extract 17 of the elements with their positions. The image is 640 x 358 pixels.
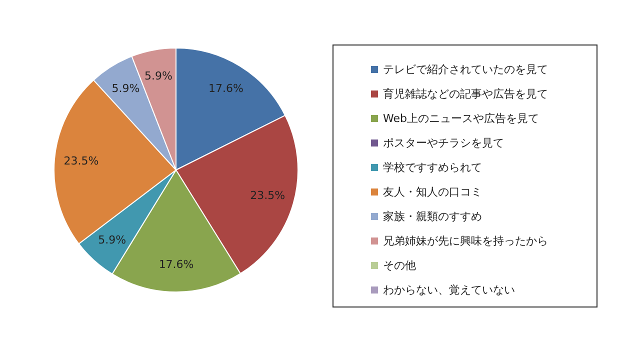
legend-label: テレビで紹介されていたのを見て (383, 63, 548, 76)
legend-label: 学校ですすめられて (383, 161, 482, 174)
data-label: 5.9% (98, 234, 126, 247)
data-label: 5.9% (144, 69, 172, 82)
legend-label: 友人・知人の口コミ (383, 186, 482, 199)
legend-label: ポスターやチラシを見て (383, 136, 504, 150)
legend-label: 家族・親類のすすめ (383, 210, 482, 224)
data-label: 17.6% (158, 258, 194, 272)
legend-label: 兄弟姉妹が先に興味を持ったから (383, 234, 548, 248)
data-label: 23.5% (64, 154, 99, 168)
legend-label: わからない、覚えていない (383, 284, 515, 297)
legend-label: その他 (383, 259, 416, 272)
legend-label: Web上のニュースや広告を見て (383, 112, 539, 126)
data-label: 23.5% (250, 188, 286, 202)
legend-label: 育児雑誌などの記事や広告を見て (383, 88, 548, 101)
data-label: 17.6% (208, 82, 244, 96)
data-label: 5.9% (112, 82, 140, 96)
